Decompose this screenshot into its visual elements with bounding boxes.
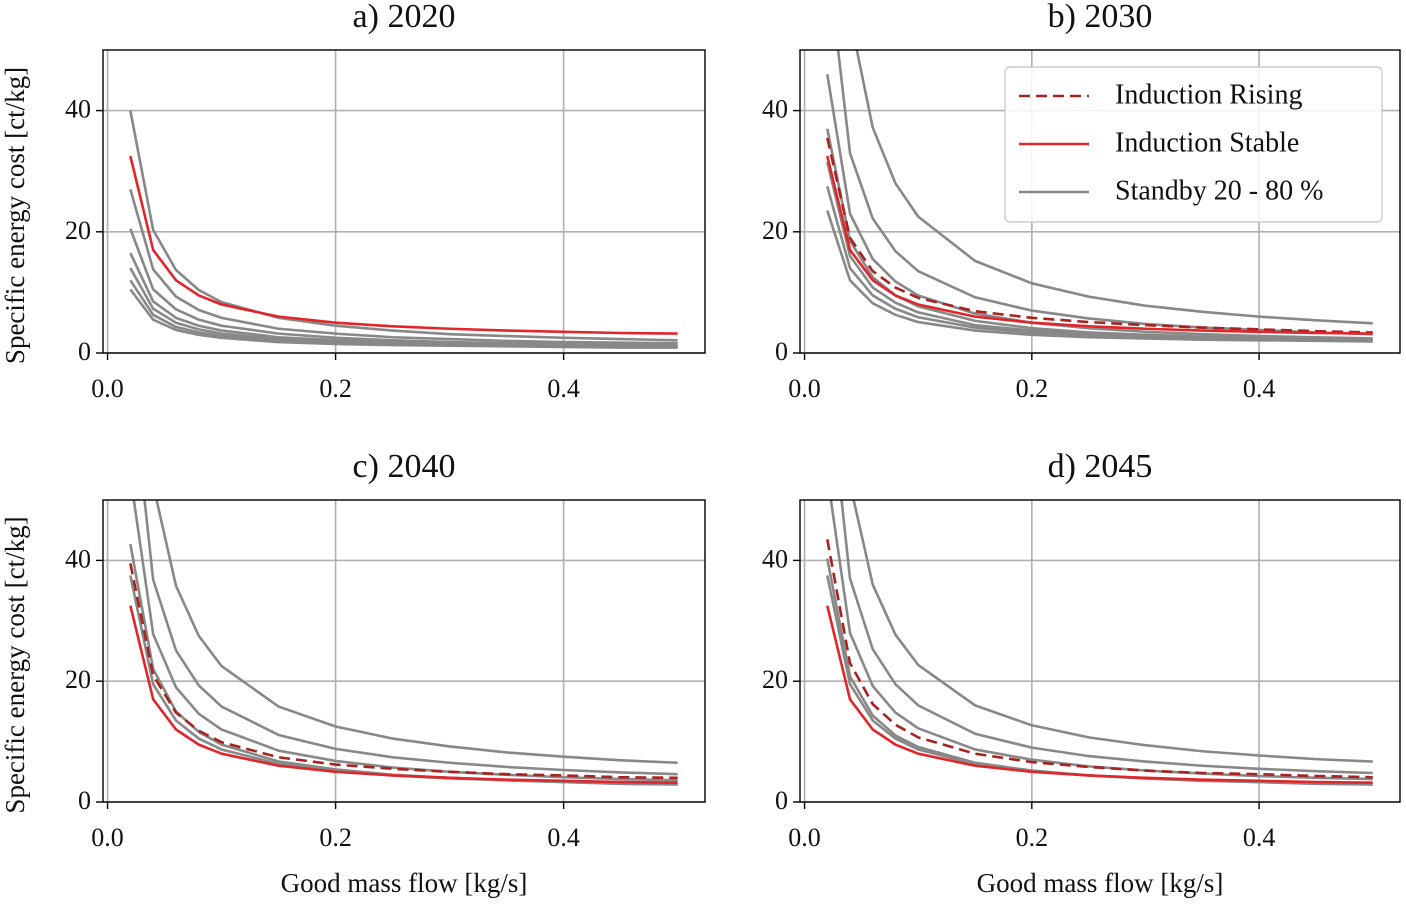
y-tick-label: 20 [65,216,91,245]
x-tick-label: 0.4 [547,374,580,403]
axes-frame [799,499,1401,803]
x-tick-label: 0.4 [1243,823,1276,852]
series-line [129,155,678,335]
legend: Induction Rising Induction Stable Standby … [1004,66,1383,223]
lines [825,500,1373,786]
y-tick-label: 0 [78,786,91,815]
series-line [826,210,1373,343]
x-tick-label: 0.4 [547,823,580,852]
y-tick-label: 40 [65,95,91,124]
subplot-title: b) 2030 [1048,0,1153,35]
subplot-title: c) 2040 [353,448,456,485]
series-line [825,575,1373,786]
series-line [855,50,1373,325]
series-line [155,500,678,765]
series-line [129,189,678,345]
axes-frame [102,499,706,803]
legend-label: Standby 20 - 80 % [1115,175,1323,206]
x-tick-label: 0.2 [1016,374,1049,403]
series-line [129,110,678,342]
subplot-title: a) 2020 [353,0,456,35]
series-line [129,605,678,784]
series-line [840,500,1373,775]
y-axis-label: Specific energy cost [ct/kg] [0,516,30,813]
series-line [129,563,678,780]
subplot: 0.0 0.2 0.4 0 20 40 a) 2020 Specific energy cos… [0,0,706,403]
legend-box [1004,66,1383,223]
x-tick-label: 0.2 [1016,823,1049,852]
series-line [129,543,678,786]
x-tick-label: 0.0 [788,374,821,403]
x-tick-label: 0.0 [91,374,124,403]
y-tick-label: 0 [775,337,788,366]
x-axis-label: Good mass flow [kg/s] [281,868,528,898]
y-tick-label: 40 [762,544,788,573]
x-tick-label: 0.0 [91,823,124,852]
series-line [829,500,1373,781]
x-tick-label: 0.0 [788,823,821,852]
lines [129,500,678,786]
x-tick-label: 0.2 [319,823,352,852]
y-axis-label: Specific energy cost [ct/kg] [0,67,30,364]
series-line [826,155,1373,335]
subplot-title: d) 2045 [1048,448,1153,485]
series-line [825,539,1373,779]
subplot: 0.0 0.2 0.4 0 20 40 c) 2040 Specific energy cos… [0,448,706,898]
axes-frame [799,49,1401,354]
y-tick-label: 0 [775,786,788,815]
x-tick-label: 0.2 [319,374,352,403]
y-tick-label: 40 [65,544,91,573]
lines [825,50,1373,343]
x-tick-label: 0.4 [1243,374,1276,403]
axes-frame [102,49,706,354]
y-tick-label: 20 [65,665,91,694]
series-line [852,500,1373,763]
series-line [826,137,1373,334]
series-line [132,500,678,782]
series-line [143,500,678,776]
x-axis-label: Good mass flow [kg/s] [977,868,1224,898]
y-tick-label: 0 [78,337,91,366]
lines [129,110,678,349]
y-tick-label: 20 [762,216,788,245]
series-line [836,50,1373,336]
series-line [129,575,678,786]
legend-label: Induction Stable [1115,127,1299,158]
y-tick-label: 40 [762,95,788,124]
legend-label: Induction Rising [1115,79,1302,110]
series-line [826,605,1373,784]
subplot: 0.0 0.2 0.4 0 20 40 d) 2045 Good mass flow [kg/… [762,448,1401,898]
y-tick-label: 20 [762,665,788,694]
series-line [129,288,678,349]
